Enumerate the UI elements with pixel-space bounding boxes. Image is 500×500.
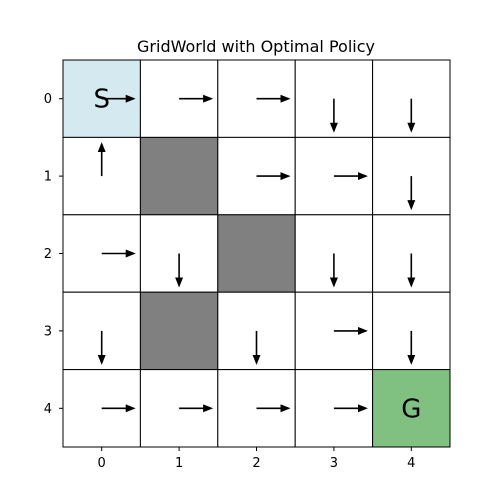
figure-title: GridWorld with Optimal Policy bbox=[137, 37, 375, 56]
obstacle-cell bbox=[139, 291, 219, 371]
x-tick-label: 1 bbox=[175, 456, 183, 471]
x-tick-label: 4 bbox=[407, 456, 415, 471]
goal-cell bbox=[372, 369, 451, 448]
x-tick-label: 0 bbox=[98, 456, 106, 471]
cell-labels: SG bbox=[93, 85, 421, 425]
y-tick-label: 3 bbox=[44, 324, 52, 339]
y-tick-label: 1 bbox=[44, 170, 52, 185]
y-tick-label: 4 bbox=[44, 402, 52, 417]
policy-arrows bbox=[97, 94, 416, 413]
obstacle-cell bbox=[217, 214, 296, 293]
obstacle-cell bbox=[139, 136, 219, 216]
x-tick-label: 2 bbox=[252, 456, 260, 471]
start-label: S bbox=[93, 85, 110, 115]
goal-label: G bbox=[401, 394, 421, 424]
x-tick-label: 3 bbox=[330, 456, 338, 471]
y-tick-label: 2 bbox=[44, 247, 52, 262]
y-tick-label: 0 bbox=[44, 92, 52, 107]
axes: 0 1 2 3 4 0 1 2 3 4 bbox=[44, 92, 416, 471]
